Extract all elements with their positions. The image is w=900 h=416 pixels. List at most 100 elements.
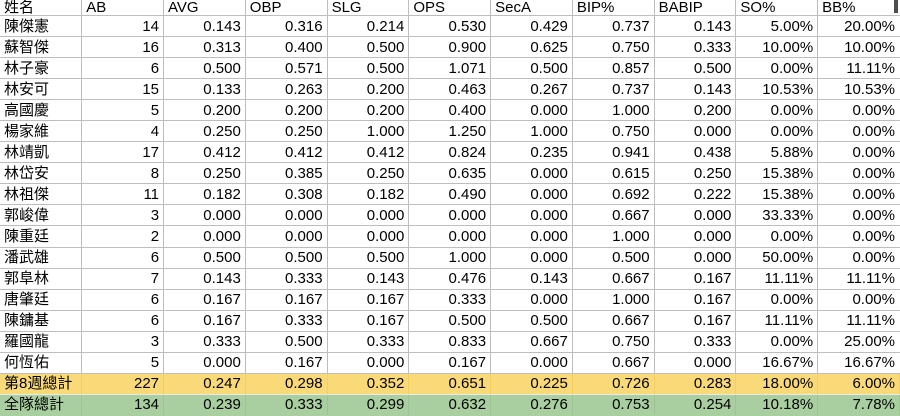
stat-cell[interactable]: 5.88% (735, 141, 819, 164)
stat-cell[interactable]: 0.400 (245, 36, 328, 59)
stat-cell[interactable]: 0.000 (654, 120, 737, 143)
stat-cell[interactable]: 0.651 (408, 373, 492, 395)
stat-cell[interactable]: 0.298 (245, 373, 328, 395)
stat-cell[interactable]: 0.476 (408, 268, 492, 290)
stat-cell[interactable]: 0.500 (245, 247, 328, 269)
column-header[interactable]: BB% (817, 0, 900, 16)
stat-cell[interactable]: 0.000 (408, 225, 492, 248)
stat-cell[interactable]: 0.692 (572, 183, 655, 206)
stat-cell[interactable]: 10.53% (735, 78, 819, 101)
stat-cell[interactable]: 15 (81, 78, 165, 101)
player-name-cell[interactable]: 陳重廷 (0, 225, 83, 248)
stat-cell[interactable]: 0.941 (572, 141, 655, 164)
stat-cell[interactable]: 0.632 (408, 394, 492, 416)
stat-cell[interactable]: 0.143 (327, 268, 410, 290)
stat-cell[interactable]: 0.00% (817, 183, 900, 206)
column-header[interactable]: SLG (327, 0, 410, 16)
player-name-cell[interactable]: 蘇智傑 (0, 36, 83, 59)
player-name-cell[interactable]: 唐肇廷 (0, 289, 83, 311)
stat-cell[interactable]: 0.200 (327, 78, 410, 101)
player-name-cell[interactable]: 林岱安 (0, 162, 83, 185)
stat-cell[interactable]: 0.333 (654, 36, 737, 59)
stat-cell[interactable]: 0.267 (490, 78, 573, 101)
stat-cell[interactable]: 0.500 (163, 247, 246, 269)
stat-cell[interactable]: 1.000 (572, 225, 655, 248)
stat-cell[interactable]: 0.500 (654, 57, 737, 80)
stat-cell[interactable]: 0.000 (327, 352, 410, 374)
stat-cell[interactable]: 0.753 (572, 394, 655, 416)
stat-cell[interactable]: 0.000 (490, 183, 573, 206)
stat-cell[interactable]: 0.000 (327, 204, 410, 227)
stat-cell[interactable]: 0.737 (572, 78, 655, 101)
stat-cell[interactable]: 0.00% (735, 120, 819, 143)
stat-cell[interactable]: 0.167 (654, 289, 737, 311)
stat-cell[interactable]: 10.53% (817, 78, 900, 101)
stat-cell[interactable]: 0.00% (817, 289, 900, 311)
stat-cell[interactable]: 0.247 (163, 373, 246, 395)
stat-cell[interactable]: 0.214 (327, 15, 410, 38)
stat-cell[interactable]: 3 (81, 331, 165, 353)
stat-cell[interactable]: 15.38% (735, 183, 819, 206)
stat-cell[interactable]: 0.000 (490, 162, 573, 185)
stat-cell[interactable]: 0.000 (245, 225, 328, 248)
stat-cell[interactable]: 0.00% (735, 99, 819, 122)
stat-cell[interactable]: 11.11% (735, 310, 819, 332)
stat-cell[interactable]: 7.78% (817, 394, 900, 416)
player-name-cell[interactable]: 林靖凱 (0, 141, 83, 164)
stat-cell[interactable]: 0.250 (654, 162, 737, 185)
stat-cell[interactable]: 0.143 (163, 15, 246, 38)
stat-cell[interactable]: 0.167 (245, 352, 328, 374)
stat-cell[interactable]: 0.000 (490, 99, 573, 122)
stat-cell[interactable]: 6 (81, 289, 165, 311)
stat-cell[interactable]: 0.833 (408, 331, 492, 353)
stat-cell[interactable]: 4 (81, 120, 165, 143)
stat-cell[interactable]: 10.18% (735, 394, 819, 416)
stat-cell[interactable]: 0.333 (408, 289, 492, 311)
stat-cell[interactable]: 11 (81, 183, 165, 206)
stat-cell[interactable]: 0.333 (245, 268, 328, 290)
stat-cell[interactable]: 0.438 (654, 141, 737, 164)
stat-cell[interactable]: 0.167 (408, 352, 492, 374)
stat-cell[interactable]: 11.11% (817, 57, 900, 80)
stat-cell[interactable]: 0.250 (245, 120, 328, 143)
stat-cell[interactable]: 0.000 (163, 352, 246, 374)
stat-cell[interactable]: 10.00% (817, 36, 900, 59)
stat-cell[interactable]: 0.167 (654, 310, 737, 332)
stat-cell[interactable]: 0.500 (408, 310, 492, 332)
stat-cell[interactable]: 0.200 (654, 99, 737, 122)
stat-cell[interactable]: 0.625 (490, 36, 573, 59)
player-name-cell[interactable]: 林子豪 (0, 57, 83, 80)
player-name-cell[interactable]: 羅國龍 (0, 331, 83, 353)
stat-cell[interactable]: 11.11% (817, 310, 900, 332)
stat-cell[interactable]: 0.000 (490, 352, 573, 374)
stat-cell[interactable]: 15.38% (735, 162, 819, 185)
stat-cell[interactable]: 0.400 (408, 99, 492, 122)
stat-cell[interactable]: 0.667 (572, 352, 655, 374)
total-label-cell[interactable]: 全隊總計 (0, 394, 83, 416)
player-name-cell[interactable]: 陳鏞基 (0, 310, 83, 332)
stat-cell[interactable]: 0.250 (327, 162, 410, 185)
stat-cell[interactable]: 0.00% (817, 141, 900, 164)
stat-cell[interactable]: 1.000 (572, 289, 655, 311)
stat-cell[interactable]: 0.000 (654, 247, 737, 269)
stat-cell[interactable]: 0.235 (490, 141, 573, 164)
stat-cell[interactable]: 17 (81, 141, 165, 164)
stat-cell[interactable]: 16.67% (817, 352, 900, 374)
stat-cell[interactable]: 0.143 (163, 268, 246, 290)
stat-cell[interactable]: 0.333 (163, 331, 246, 353)
stat-cell[interactable]: 0.333 (245, 394, 328, 416)
stat-cell[interactable]: 0.000 (654, 352, 737, 374)
stat-cell[interactable]: 10.00% (735, 36, 819, 59)
stat-cell[interactable]: 2 (81, 225, 165, 248)
stat-cell[interactable]: 0.200 (245, 99, 328, 122)
player-name-cell[interactable]: 高國慶 (0, 99, 83, 122)
stat-cell[interactable]: 0.500 (327, 57, 410, 80)
stat-cell[interactable]: 0.635 (408, 162, 492, 185)
stat-cell[interactable]: 0.412 (327, 141, 410, 164)
column-header[interactable]: OPS (408, 0, 492, 16)
stat-cell[interactable]: 0.00% (735, 289, 819, 311)
stat-cell[interactable]: 134 (81, 394, 165, 416)
stat-cell[interactable]: 0.200 (163, 99, 246, 122)
stat-cell[interactable]: 0.000 (654, 225, 737, 248)
stat-cell[interactable]: 0.000 (490, 225, 573, 248)
